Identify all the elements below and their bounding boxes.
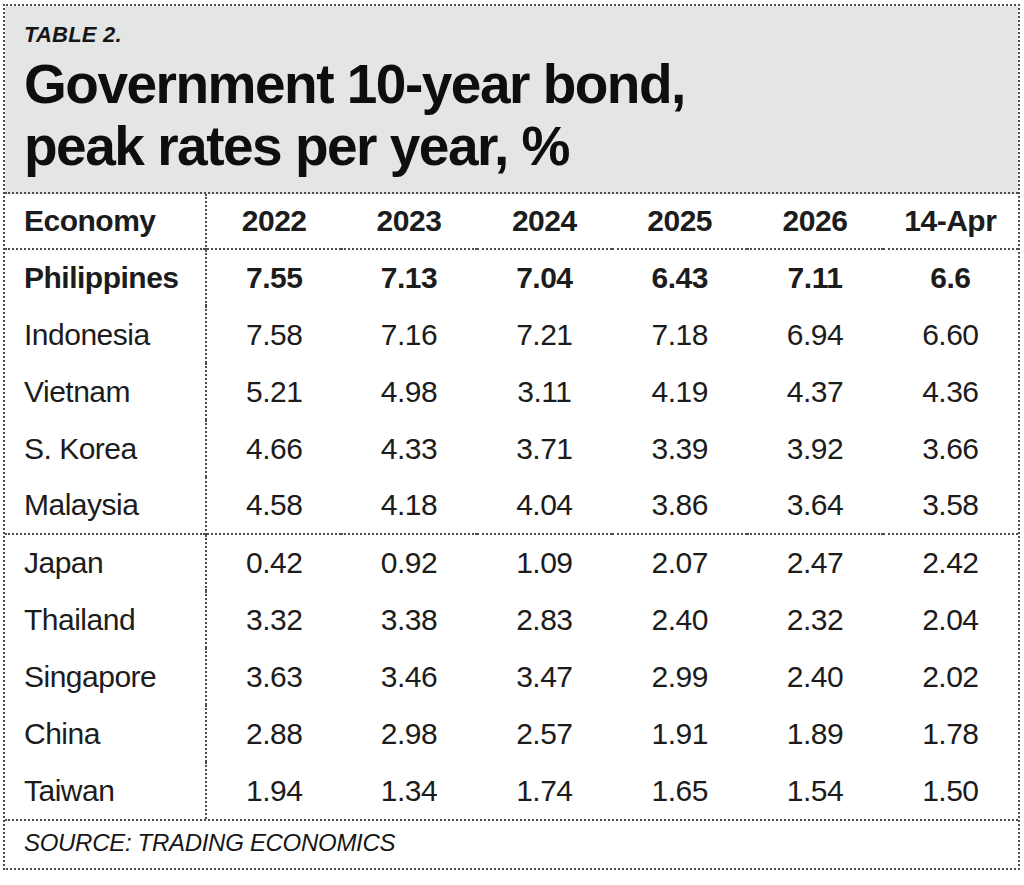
rate-cell: 6.94	[747, 306, 882, 363]
rate-cell: 3.46	[341, 648, 476, 705]
rate-cell: 3.11	[477, 363, 612, 420]
rate-cell: 1.54	[747, 762, 882, 819]
table-row: Vietnam5.214.983.114.194.374.36	[5, 363, 1018, 420]
rate-cell: 7.58	[206, 306, 341, 363]
table-kicker: TABLE 2.	[24, 22, 1018, 48]
economy-cell: Indonesia	[5, 306, 206, 363]
rate-cell: 6.6	[883, 249, 1018, 306]
rate-cell: 7.55	[206, 249, 341, 306]
bond-rates-table: Economy 2022 2023 2024 2025 2026 14-Apr …	[5, 194, 1018, 819]
rate-cell: 3.86	[612, 477, 747, 534]
table-header-row: Economy 2022 2023 2024 2025 2026 14-Apr	[5, 194, 1018, 249]
rate-cell: 7.04	[477, 249, 612, 306]
rate-cell: 1.65	[612, 762, 747, 819]
source-row: SOURCE: TRADING ECONOMICS	[5, 819, 1018, 864]
rate-cell: 1.94	[206, 762, 341, 819]
rate-cell: 4.58	[206, 477, 341, 534]
rate-cell: 1.74	[477, 762, 612, 819]
rate-cell: 3.58	[883, 477, 1018, 534]
rate-cell: 4.04	[477, 477, 612, 534]
rate-cell: 2.04	[883, 591, 1018, 648]
table-card: TABLE 2. Government 10-year bond, peak r…	[3, 4, 1020, 870]
source-label: SOURCE: TRADING ECONOMICS	[24, 829, 395, 857]
rate-cell: 2.88	[206, 705, 341, 762]
rate-cell: 2.32	[747, 591, 882, 648]
rate-cell: 3.71	[477, 420, 612, 477]
rate-cell: 3.92	[747, 420, 882, 477]
economy-cell: Singapore	[5, 648, 206, 705]
economy-cell: Philippines	[5, 249, 206, 306]
rate-cell: 7.13	[341, 249, 476, 306]
page-title: Government 10-year bond, peak rates per …	[24, 54, 1018, 177]
column-header-2023: 2023	[341, 194, 476, 249]
table-row: Singapore3.633.463.472.992.402.02	[5, 648, 1018, 705]
title-line-2: peak rates per year, %	[24, 115, 569, 177]
rate-cell: 4.66	[206, 420, 341, 477]
rate-cell: 2.47	[747, 534, 882, 591]
rate-cell: 1.34	[341, 762, 476, 819]
rate-cell: 2.57	[477, 705, 612, 762]
rate-cell: 7.21	[477, 306, 612, 363]
title-line-1: Government 10-year bond,	[24, 53, 685, 115]
rate-cell: 5.21	[206, 363, 341, 420]
rate-cell: 6.60	[883, 306, 1018, 363]
rate-cell: 2.99	[612, 648, 747, 705]
rate-cell: 2.02	[883, 648, 1018, 705]
table-row: Indonesia7.587.167.217.186.946.60	[5, 306, 1018, 363]
rate-cell: 2.98	[341, 705, 476, 762]
rate-cell: 4.18	[341, 477, 476, 534]
rate-cell: 2.40	[747, 648, 882, 705]
rate-cell: 1.50	[883, 762, 1018, 819]
economy-cell: Vietnam	[5, 363, 206, 420]
rate-cell: 2.42	[883, 534, 1018, 591]
table-row: Taiwan1.941.341.741.651.541.50	[5, 762, 1018, 819]
rate-cell: 1.91	[612, 705, 747, 762]
rate-cell: 1.09	[477, 534, 612, 591]
rate-cell: 3.64	[747, 477, 882, 534]
rate-cell: 3.39	[612, 420, 747, 477]
rate-cell: 2.40	[612, 591, 747, 648]
rate-cell: 2.07	[612, 534, 747, 591]
rate-cell: 7.11	[747, 249, 882, 306]
rate-cell: 0.42	[206, 534, 341, 591]
rate-cell: 3.63	[206, 648, 341, 705]
economy-cell: S. Korea	[5, 420, 206, 477]
rate-cell: 3.47	[477, 648, 612, 705]
rate-cell: 7.18	[612, 306, 747, 363]
rate-cell: 4.36	[883, 363, 1018, 420]
rate-cell: 4.33	[341, 420, 476, 477]
title-block: TABLE 2. Government 10-year bond, peak r…	[5, 6, 1018, 194]
rate-cell: 7.16	[341, 306, 476, 363]
table-row: Japan0.420.921.092.072.472.42	[5, 534, 1018, 591]
table-row: S. Korea4.664.333.713.393.923.66	[5, 420, 1018, 477]
column-header-2024: 2024	[477, 194, 612, 249]
rate-cell: 0.92	[341, 534, 476, 591]
table-body: Philippines7.557.137.046.437.116.6Indone…	[5, 249, 1018, 819]
rate-cell: 4.98	[341, 363, 476, 420]
rate-cell: 2.83	[477, 591, 612, 648]
column-header-2025: 2025	[612, 194, 747, 249]
rate-cell: 1.78	[883, 705, 1018, 762]
column-header-economy: Economy	[5, 194, 206, 249]
economy-cell: Taiwan	[5, 762, 206, 819]
rate-cell: 1.89	[747, 705, 882, 762]
rate-cell: 3.66	[883, 420, 1018, 477]
rate-cell: 6.43	[612, 249, 747, 306]
column-header-2026: 2026	[747, 194, 882, 249]
table-row: China2.882.982.571.911.891.78	[5, 705, 1018, 762]
economy-cell: Thailand	[5, 591, 206, 648]
economy-cell: Malaysia	[5, 477, 206, 534]
economy-cell: China	[5, 705, 206, 762]
table-row: Malaysia4.584.184.043.863.643.58	[5, 477, 1018, 534]
table-row: Philippines7.557.137.046.437.116.6	[5, 249, 1018, 306]
rate-cell: 3.32	[206, 591, 341, 648]
rate-cell: 4.37	[747, 363, 882, 420]
table-row: Thailand3.323.382.832.402.322.04	[5, 591, 1018, 648]
economy-cell: Japan	[5, 534, 206, 591]
rate-cell: 4.19	[612, 363, 747, 420]
rate-cell: 3.38	[341, 591, 476, 648]
column-header-14apr: 14-Apr	[883, 194, 1018, 249]
column-header-2022: 2022	[206, 194, 341, 249]
